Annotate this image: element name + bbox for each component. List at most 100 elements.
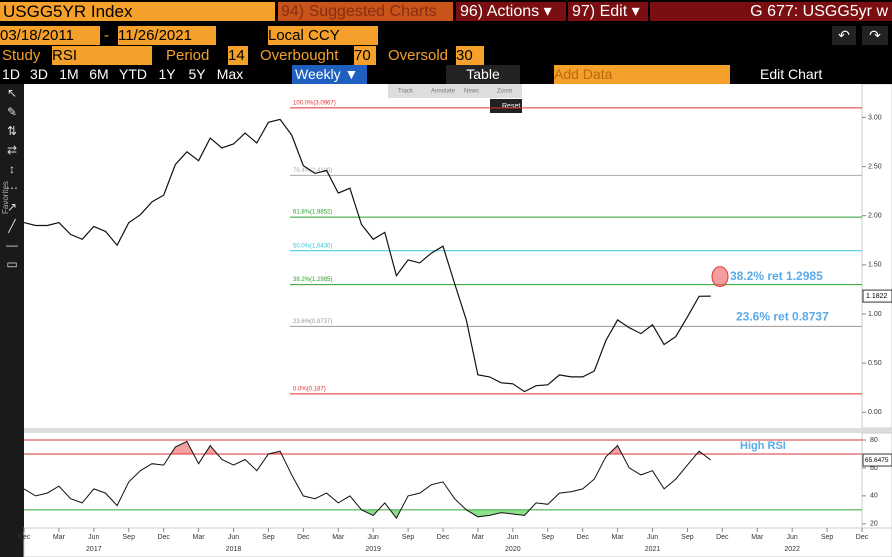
period-label: Period [166,47,210,64]
x-tick-label: Sep [542,534,555,541]
period-button[interactable]: 1D [2,66,20,82]
x-tick-label: Dec [716,534,729,541]
fib-label: 23.6%(0.8737) [293,319,332,325]
tool-button[interactable]: Annotate [431,89,456,95]
tool-icon: ✎ [7,105,17,119]
tool-icon: ⇅ [7,124,17,138]
x-tick-label: Dec [576,534,589,541]
x-tick-label: Sep [681,534,694,541]
redo[interactable]: ↷ [862,26,888,45]
overbought[interactable]: 70 [354,46,376,65]
x-tick-label: Mar [53,534,66,541]
fib-label: 100.0%(3.0967) [293,100,336,106]
chart: ↖ ✎ ⇅ ⇄ ↕ ⋯ ↗ ╱ — ▭ Favorites Track Annotate News Zoom… [0,84,892,557]
ticker[interactable]: USGG5YR Index [0,2,275,21]
date-sep: - [104,27,109,44]
undo[interactable]: ↶ [832,26,856,45]
x-tick-label: Mar [332,534,345,541]
divider [24,428,892,433]
x-tick-label: Sep [123,534,136,541]
tool-icon: ↕ [9,162,15,176]
start-date[interactable]: 03/18/2011 [0,26,100,45]
y-tick-label: 1.00 [868,311,882,318]
x-tick-label: Dec [856,534,869,541]
oversold-label: Oversold [388,47,449,64]
last-rsi-box [862,453,892,467]
annotation: 38.2% ret 1.2985 [730,269,823,283]
rsi-axis [861,432,892,529]
toolbox [388,84,522,98]
x-tick-label: Jun [507,534,518,541]
period-button[interactable]: 1Y [158,66,176,82]
highlight [711,266,729,288]
tool-strip [0,84,24,557]
x-tick-label: Jun [228,534,239,541]
last-rsi: 65.6475 [865,457,889,464]
reset-button: Reset [502,103,520,110]
y-tick-label: 60 [870,465,878,472]
rsi-panel [24,433,862,528]
tool-button[interactable]: Track [398,89,414,95]
end-date[interactable]: 11/26/2021 [118,26,216,45]
year-label: 2017 [86,546,102,553]
x-tick-label: Jun [647,534,658,541]
y-tick-label: 80 [870,437,878,444]
y-tick-label: 0.50 [868,360,882,367]
period-button[interactable]: 5Y [188,66,206,82]
year-label: 2022 [784,546,800,553]
add-data[interactable]: Add Data [554,65,730,84]
rsi-annotation: High RSI [740,440,786,452]
oversold[interactable]: 30 [456,46,484,65]
tool-icon: ↖ [7,86,17,100]
study-name[interactable]: RSI [52,46,152,65]
last-price: 1.1822 [866,293,888,300]
annotation: 23.6% ret 0.8737 [736,310,829,324]
actions-menu[interactable]: 96) Actions ▾ [456,2,566,21]
table-button[interactable]: Table [446,65,520,84]
tool-button[interactable]: News [464,89,479,95]
y-tick-label: 2.00 [868,213,882,220]
fib-label: 50.0%(1.6430) [293,243,332,249]
x-tick-label: Jun [88,534,99,541]
fib-label: 76.4%(2.4100) [293,168,332,174]
period[interactable]: 14 [228,46,248,65]
y-tick-label: 20 [870,521,878,528]
x-tick-label: Sep [821,534,834,541]
edit-menu[interactable]: 97) Edit ▾ [568,2,648,21]
tool-icon: ⋯ [6,181,18,195]
x-tick-label: Sep [262,534,275,541]
fib-label: 0.0%(0.187) [293,386,326,392]
last-price-box [862,289,892,303]
fib-label: 38.2%(1.2985) [293,277,332,283]
price-axis [861,84,892,429]
y-tick-label: 40 [870,493,878,500]
period-button[interactable]: Max [216,66,244,82]
rsi-line [23,440,712,520]
frequency[interactable]: Weekly ▼ [292,65,367,84]
y-tick-label: 2.50 [868,163,882,170]
period-button[interactable]: 1M [59,66,79,82]
tool-button[interactable]: Zoom [497,89,512,95]
edit-chart[interactable]: Edit Chart [760,66,823,82]
fib-label: 61.8%(1.9852) [293,210,332,216]
currency[interactable]: Local CCY [268,26,378,45]
x-tick-label: Dec [437,534,450,541]
y-tick-label: 3.00 [868,114,882,121]
x-tick-label: Dec [157,534,170,541]
period-button[interactable]: YTD [119,66,147,82]
year-label: 2020 [505,546,521,553]
x-tick-label: Jun [787,534,798,541]
y-tick-label: 0.00 [868,409,882,416]
year-label: 2019 [365,546,381,553]
x-tick-label: Sep [402,534,415,541]
tool-icon: ↗ [7,200,17,214]
x-tick-label: Mar [193,534,206,541]
price-line [23,118,711,393]
reset-box [490,99,522,113]
price-panel [24,84,862,428]
suggested-charts[interactable]: 94) Suggested Charts [278,2,453,21]
period-button[interactable]: 3D [30,66,48,82]
period-button[interactable]: 6M [89,66,109,82]
tool-icon: — [6,238,18,252]
